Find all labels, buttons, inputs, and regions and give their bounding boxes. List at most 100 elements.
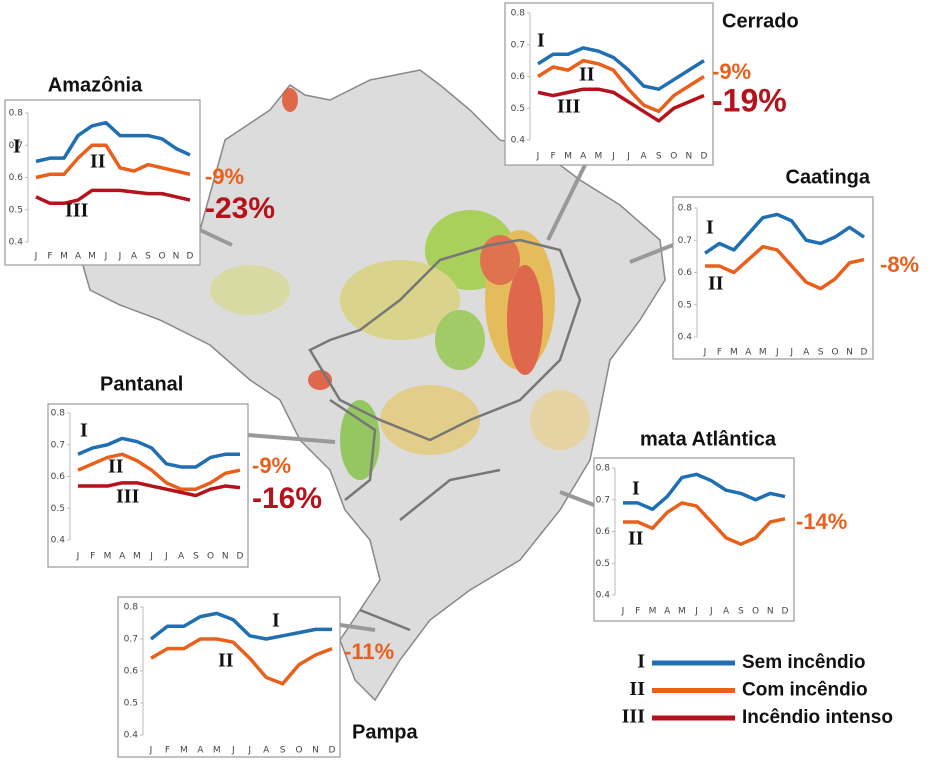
legend-label: Incêndio intenso xyxy=(742,707,893,728)
y-tick-label: 0.5 xyxy=(51,504,65,514)
x-tick-label: S xyxy=(145,252,151,262)
x-tick-label: F xyxy=(550,152,555,162)
y-tick-label: 0.5 xyxy=(511,104,525,114)
fire-patches xyxy=(210,88,590,480)
chart-title: mata Atlântica xyxy=(640,428,777,450)
x-tick-label: O xyxy=(207,552,214,562)
leader-lines xyxy=(199,164,674,632)
y-tick-label: 0.7 xyxy=(511,40,525,50)
y-tick-label: 0.5 xyxy=(9,205,23,215)
y-tick-label: 0.6 xyxy=(596,527,611,537)
y-tick-label: 0.4 xyxy=(678,333,693,343)
panel-box xyxy=(117,596,341,758)
legend-numeral: III xyxy=(622,706,646,728)
x-tick-label: J xyxy=(149,746,153,756)
y-tick-label: 0.5 xyxy=(678,300,692,310)
panel-box xyxy=(504,2,714,166)
series-label: I xyxy=(13,136,21,158)
x-tick-label: S xyxy=(193,552,199,562)
x-tick-label: J xyxy=(104,252,108,262)
x-tick-label: A xyxy=(75,252,82,262)
y-tick-label: 0.4 xyxy=(9,238,24,248)
x-tick-label: D xyxy=(701,152,708,162)
series-label: II xyxy=(218,650,234,672)
y-tick-label: 0.4 xyxy=(124,731,139,741)
series-line xyxy=(537,58,705,114)
x-tick-label: A xyxy=(178,552,185,562)
series-label: II xyxy=(108,456,124,478)
x-tick-label: J xyxy=(536,152,540,162)
annotation: -9% xyxy=(712,59,751,84)
x-tick-label: A xyxy=(131,252,138,262)
annotation: -9% xyxy=(205,164,244,189)
brazil-outline xyxy=(79,69,666,702)
x-tick-label: A xyxy=(803,348,810,358)
y-tick-label: 0.4 xyxy=(511,136,526,146)
x-tick-label: J xyxy=(611,152,615,162)
x-tick-label: A xyxy=(580,152,587,162)
series-line xyxy=(35,143,191,180)
chart-title: Amazônia xyxy=(48,74,143,96)
x-tick-label: J xyxy=(149,552,153,562)
y-tick-label: 0.4 xyxy=(596,591,611,601)
y-tick-label: 0.6 xyxy=(9,173,24,183)
x-tick-label: A xyxy=(263,746,270,756)
series-label: I xyxy=(706,217,714,239)
series-line xyxy=(623,472,786,512)
series-label: I xyxy=(537,30,545,52)
legend-numeral: I xyxy=(637,651,645,673)
legend: I Sem incêndio II Com incêndio III Incêndio i… xyxy=(622,651,893,728)
y-tick-label: 0.7 xyxy=(51,440,65,450)
y-tick-label: 0.5 xyxy=(124,699,138,709)
x-tick-label: S xyxy=(280,746,286,756)
biome-boundary xyxy=(308,238,582,632)
x-tick-label: S xyxy=(656,152,662,162)
chart-title: Caatinga xyxy=(786,166,871,188)
x-tick-label: O xyxy=(670,152,677,162)
series-line xyxy=(77,452,241,491)
x-tick-label: J xyxy=(118,252,122,262)
x-tick-label: S xyxy=(818,348,824,358)
series-line xyxy=(35,188,191,206)
x-tick-label: O xyxy=(296,746,303,756)
series-label: I xyxy=(632,478,640,500)
annotation: -16% xyxy=(252,482,322,515)
x-tick-label: M xyxy=(759,348,767,358)
x-tick-label: J xyxy=(789,348,793,358)
panel-box xyxy=(672,196,874,360)
series-line xyxy=(537,87,705,123)
chart-title: Pantanal xyxy=(100,373,183,395)
map xyxy=(79,69,666,702)
annotation: -19% xyxy=(712,82,787,118)
y-tick-label: 0.8 xyxy=(511,9,526,19)
y-tick-label: 0.6 xyxy=(678,268,693,278)
x-tick-label: N xyxy=(312,746,319,756)
x-tick-label: N xyxy=(767,607,774,617)
x-tick-label: F xyxy=(635,607,640,617)
x-tick-label: O xyxy=(832,348,839,358)
x-tick-label: J xyxy=(164,552,168,562)
x-tick-label: M xyxy=(88,252,96,262)
y-tick-label: 0.8 xyxy=(678,204,693,214)
y-tick-label: 0.4 xyxy=(51,536,66,546)
y-tick-label: 0.8 xyxy=(596,464,611,474)
x-tick-label: M xyxy=(594,152,602,162)
y-tick-label: 0.7 xyxy=(9,141,23,151)
y-tick-label: 0.5 xyxy=(596,559,610,569)
x-tick-label: N xyxy=(173,252,180,262)
y-tick-label: 0.6 xyxy=(124,667,139,677)
x-tick-label: A xyxy=(723,607,730,617)
x-tick-label: F xyxy=(165,746,170,756)
x-tick-label: J xyxy=(709,607,713,617)
series-label: II xyxy=(90,151,106,173)
series-line xyxy=(704,212,865,255)
x-tick-label: A xyxy=(641,152,648,162)
x-tick-label: M xyxy=(730,348,738,358)
annotation: -23% xyxy=(205,192,275,225)
y-tick-label: 0.8 xyxy=(9,109,24,119)
x-tick-label: A xyxy=(119,552,126,562)
